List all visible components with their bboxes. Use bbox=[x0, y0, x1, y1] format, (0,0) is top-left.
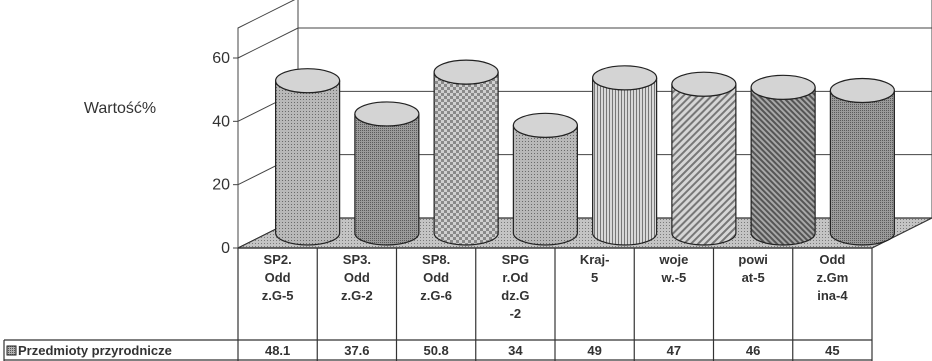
legend-key bbox=[6, 345, 17, 356]
bar bbox=[829, 77, 895, 246]
plot-frame bbox=[237, 0, 932, 249]
data-table: SP2. Odd z.G-5 SP3. Odd z.G-2 SP8. Odd z.G-6 SPG r… bbox=[3, 247, 873, 361]
bar-body bbox=[592, 77, 658, 246]
data-label: 49 bbox=[587, 343, 601, 358]
bar-body bbox=[354, 113, 420, 246]
bar-body bbox=[512, 125, 578, 246]
legend-label: Przedmioty przyrodnicze bbox=[18, 343, 172, 358]
bars bbox=[275, 59, 895, 246]
bar-body bbox=[433, 72, 499, 246]
y-axis-ticks: 0 20 40 60 bbox=[212, 50, 238, 257]
data-label: 34 bbox=[508, 343, 523, 358]
x-tick-label: Kraj-5 bbox=[580, 252, 610, 285]
bar-top bbox=[512, 112, 578, 138]
bar bbox=[433, 59, 499, 246]
bar-body bbox=[671, 84, 737, 246]
gridline bbox=[237, 27, 932, 59]
y-axis-title-group: Wartość% bbox=[84, 100, 156, 117]
y-axis-title: Wartość% bbox=[84, 100, 156, 117]
data-label: 45 bbox=[825, 343, 839, 358]
bar bbox=[354, 101, 420, 246]
y-tick-label: 0 bbox=[221, 240, 230, 257]
x-tick-label: SP3. Odd z.G-2 bbox=[341, 252, 373, 303]
bar-body bbox=[829, 90, 895, 246]
y-tick-label: 60 bbox=[212, 50, 230, 67]
bar-top bbox=[829, 77, 895, 104]
x-tick-label: powi at-5 bbox=[738, 252, 768, 285]
bar-top bbox=[275, 68, 341, 94]
x-tick-label: SP2. Odd z.G-5 bbox=[262, 252, 294, 303]
y-tick-label: 40 bbox=[212, 113, 230, 130]
x-tick-label: Odd z.Gm ina-4 bbox=[816, 252, 848, 303]
data-label: 50.8 bbox=[423, 343, 448, 358]
data-label: 46 bbox=[746, 343, 760, 358]
bar-top bbox=[671, 71, 737, 97]
bar bbox=[671, 71, 737, 246]
bar-top bbox=[592, 65, 658, 91]
data-label: 48.1 bbox=[265, 343, 290, 358]
bar-top bbox=[433, 59, 499, 85]
x-tick-label: SP8. Odd z.G-6 bbox=[420, 252, 452, 303]
y-tick-label: 20 bbox=[212, 177, 230, 194]
bar bbox=[275, 68, 341, 246]
bar-body bbox=[750, 87, 816, 246]
chart-floor bbox=[237, 217, 932, 249]
bar bbox=[512, 112, 578, 246]
data-label: 37.6 bbox=[344, 343, 369, 358]
bar-top bbox=[354, 101, 420, 127]
x-tick-label: SPG r.Od dz.G -2 bbox=[501, 252, 529, 321]
bar bbox=[592, 65, 658, 246]
bar-top bbox=[750, 74, 816, 100]
data-label: 47 bbox=[667, 343, 681, 358]
bar bbox=[750, 74, 816, 246]
bar-body bbox=[275, 80, 341, 246]
x-tick-label: woje w.-5 bbox=[658, 252, 688, 285]
